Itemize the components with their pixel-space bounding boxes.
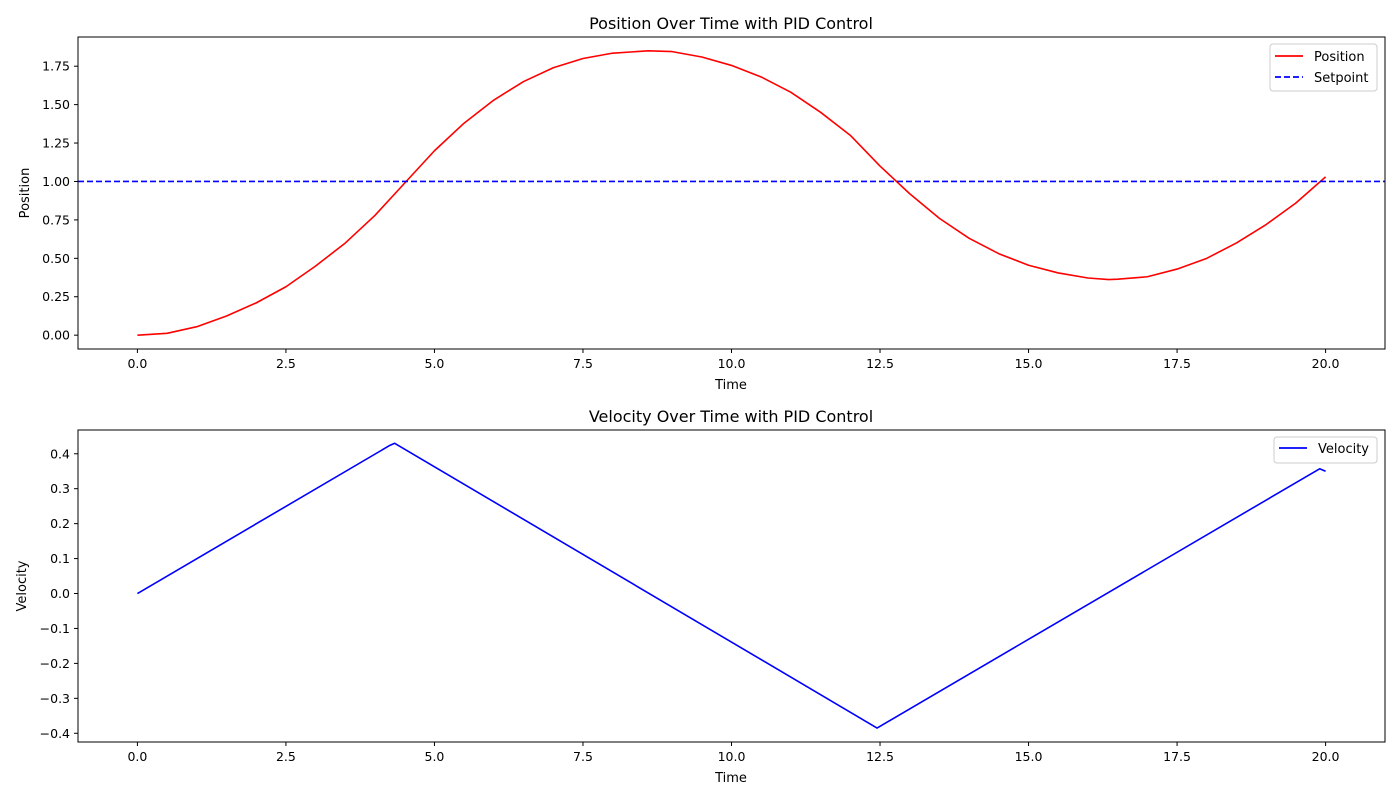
velocity-x-tick-label: 20.0 <box>1312 749 1340 764</box>
velocity-y-tick-label: 0.0 <box>50 586 70 601</box>
position-x-tick-label: 17.5 <box>1163 356 1191 371</box>
velocity-x-tick-label: 7.5 <box>573 749 593 764</box>
position-x-tick-label: 20.0 <box>1312 356 1340 371</box>
position-y-tick-label: 1.50 <box>42 97 70 112</box>
velocity-y-tick-label: −0.2 <box>40 656 70 671</box>
position-x-ticks: 0.0 2.5 5.0 7.5 10.0 12.5 15.0 17.5 20.0 <box>127 349 1340 371</box>
position-x-tick-label: 7.5 <box>573 356 593 371</box>
velocity-x-ticks: 0.0 2.5 5.0 7.5 10.0 12.5 15.0 17.5 20.0 <box>127 742 1340 764</box>
position-y-tick-label: 0.50 <box>42 251 70 266</box>
velocity-legend: Velocity <box>1273 436 1378 464</box>
velocity-x-tick-label: 17.5 <box>1163 749 1191 764</box>
velocity-y-tick-label: −0.1 <box>40 621 70 636</box>
position-y-axis-label: Position <box>18 168 33 219</box>
velocity-x-tick-label: 10.0 <box>718 749 746 764</box>
position-x-tick-label: 15.0 <box>1015 356 1043 371</box>
position-chart-title: Position Over Time with PID Control <box>589 14 873 33</box>
legend-position-label: Position <box>1314 50 1365 65</box>
position-plot-area <box>78 50 1385 336</box>
velocity-x-axis-label: Time <box>714 771 747 786</box>
velocity-axes-frame <box>77 429 1386 743</box>
velocity-y-tick-label: −0.4 <box>40 726 70 741</box>
velocity-series-velocity <box>137 442 1326 729</box>
velocity-y-tick-label: 0.3 <box>50 481 70 496</box>
position-legend: Position Setpoint <box>1269 43 1378 92</box>
position-y-tick-label: 0.25 <box>42 289 70 304</box>
position-x-tick-label: 0.0 <box>127 356 147 371</box>
position-subplot: Position Over Time with PID Control 0.0 2… <box>18 14 1386 393</box>
velocity-y-tick-label: 0.4 <box>50 446 70 461</box>
velocity-chart-title: Velocity Over Time with PID Control <box>589 407 873 426</box>
position-x-tick-label: 2.5 <box>276 356 296 371</box>
velocity-legend-box <box>1273 436 1378 464</box>
legend-setpoint-label: Setpoint <box>1314 71 1369 86</box>
velocity-y-tick-label: 0.2 <box>50 516 70 531</box>
velocity-y-tick-label: −0.3 <box>40 691 70 706</box>
velocity-x-tick-label: 0.0 <box>127 749 147 764</box>
velocity-subplot: Velocity Over Time with PID Control 0.0 2… <box>15 407 1386 786</box>
position-y-tick-label: 1.00 <box>42 174 70 189</box>
position-y-tick-label: 0.75 <box>42 212 70 227</box>
velocity-y-tick-label: 0.1 <box>50 551 70 566</box>
legend-velocity-label: Velocity <box>1318 442 1369 457</box>
velocity-plot-area <box>137 442 1326 729</box>
position-axes-frame <box>77 36 1386 350</box>
position-y-tick-label: 0.00 <box>42 328 70 343</box>
velocity-y-ticks: −0.4 −0.3 −0.2 −0.1 0.0 0.1 0.2 0.3 0.4 <box>40 446 78 741</box>
position-series-position <box>137 50 1327 336</box>
position-y-tick-label: 1.75 <box>42 59 70 74</box>
velocity-x-tick-label: 12.5 <box>866 749 894 764</box>
velocity-y-axis-label: Velocity <box>15 560 30 611</box>
velocity-x-tick-label: 15.0 <box>1015 749 1043 764</box>
position-x-axis-label: Time <box>714 378 747 393</box>
velocity-x-tick-label: 2.5 <box>276 749 296 764</box>
position-y-ticks: 0.00 0.25 0.50 0.75 1.00 1.25 1.50 1.75 <box>42 59 78 343</box>
position-x-tick-label: 12.5 <box>866 356 894 371</box>
velocity-x-tick-label: 5.0 <box>425 749 445 764</box>
position-x-tick-label: 5.0 <box>425 356 445 371</box>
position-x-tick-label: 10.0 <box>718 356 746 371</box>
position-y-tick-label: 1.25 <box>42 136 70 151</box>
